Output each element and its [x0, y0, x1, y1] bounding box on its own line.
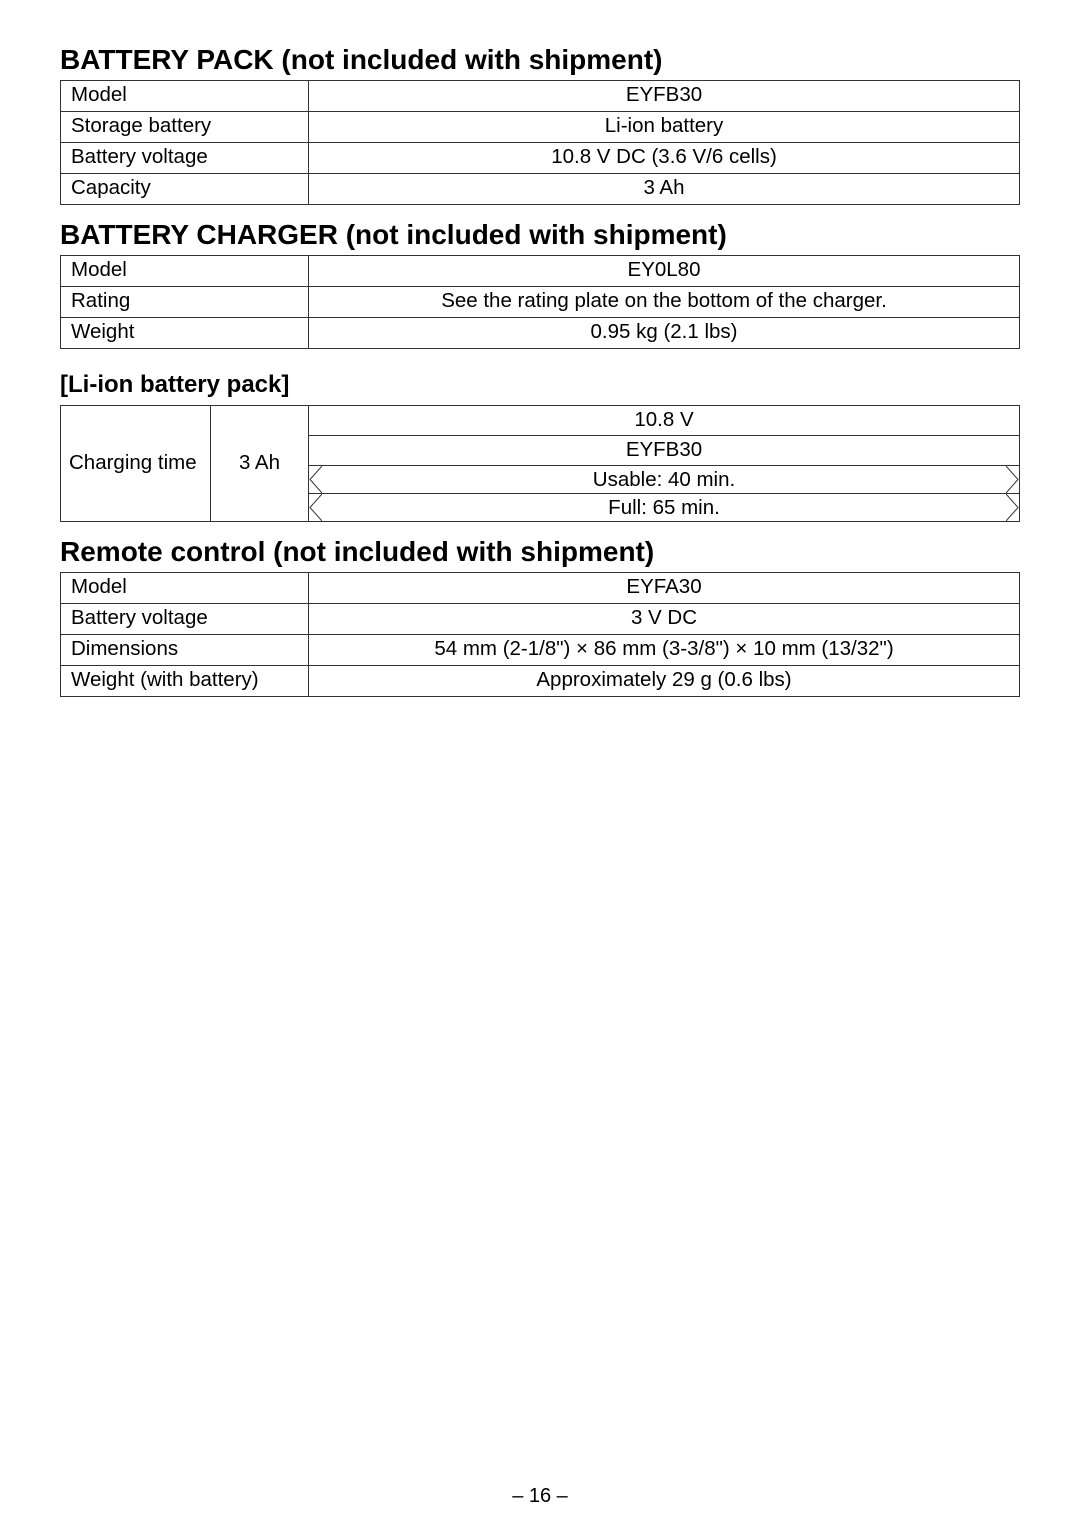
- page: BATTERY PACK (not included with shipment…: [0, 0, 1080, 1532]
- table-row: Charging time 3 Ah 10.8 V: [61, 406, 1020, 436]
- table-row: Weight 0.95 kg (2.1 lbs): [61, 318, 1020, 349]
- cell-label: Charging time: [61, 406, 211, 522]
- cell-label: Capacity: [61, 174, 309, 205]
- cell-value: EYFB30: [309, 81, 1020, 112]
- cell-voltage: 10.8 V: [309, 406, 1020, 436]
- cell-value: 0.95 kg (2.1 lbs): [309, 318, 1020, 349]
- table-row: Weight (with battery) Approximately 29 g…: [61, 666, 1020, 697]
- cell-label: Weight (with battery): [61, 666, 309, 697]
- cell-value: 10.8 V DC (3.6 V/6 cells): [309, 143, 1020, 174]
- table-charging-time: Charging time 3 Ah 10.8 V EYFB30 Usable:…: [60, 405, 1020, 522]
- cell-label: Weight: [61, 318, 309, 349]
- cell-value: Approximately 29 g (0.6 lbs): [309, 666, 1020, 697]
- table-row: Model EYFB30: [61, 81, 1020, 112]
- cell-value: 3 V DC: [309, 604, 1020, 635]
- cell-full-text: Full: 65 min.: [608, 496, 720, 519]
- table-battery-pack: Model EYFB30 Storage battery Li-ion batt…: [60, 80, 1020, 205]
- cell-usable-text: Usable: 40 min.: [593, 468, 735, 491]
- table-row: Rating See the rating plate on the botto…: [61, 287, 1020, 318]
- table-row: Battery voltage 10.8 V DC (3.6 V/6 cells…: [61, 143, 1020, 174]
- cell-label: Rating: [61, 287, 309, 318]
- cell-value: EY0L80: [309, 256, 1020, 287]
- table-row: Model EY0L80: [61, 256, 1020, 287]
- heading-liion: [Li-ion battery pack]: [60, 371, 1020, 399]
- cell-value: 3 Ah: [309, 174, 1020, 205]
- cell-label: Battery voltage: [61, 143, 309, 174]
- cell-value: EYFA30: [309, 573, 1020, 604]
- cell-label: Dimensions: [61, 635, 309, 666]
- hex-notch-left-icon: [308, 494, 322, 521]
- hex-notch-right-icon: [1006, 494, 1020, 521]
- cell-capacity: 3 Ah: [211, 406, 309, 522]
- cell-label: Model: [61, 573, 309, 604]
- cell-label: Model: [61, 256, 309, 287]
- cell-value: Li-ion battery: [309, 112, 1020, 143]
- cell-usable: Usable: 40 min.: [309, 466, 1020, 494]
- table-row: Storage battery Li-ion battery: [61, 112, 1020, 143]
- table-row: Dimensions 54 mm (2-1/8") × 86 mm (3-3/8…: [61, 635, 1020, 666]
- cell-full: Full: 65 min.: [309, 494, 1020, 522]
- cell-label: Battery voltage: [61, 604, 309, 635]
- hex-notch-right-icon: [1006, 466, 1020, 493]
- cell-label: Model: [61, 81, 309, 112]
- cell-value: See the rating plate on the bottom of th…: [309, 287, 1020, 318]
- hex-notch-left-icon: [308, 466, 322, 493]
- table-battery-charger: Model EY0L80 Rating See the rating plate…: [60, 255, 1020, 349]
- table-row: Capacity 3 Ah: [61, 174, 1020, 205]
- heading-battery-pack: BATTERY PACK (not included with shipment…: [60, 44, 1020, 76]
- cell-value: 54 mm (2-1/8") × 86 mm (3-3/8") × 10 mm …: [309, 635, 1020, 666]
- heading-battery-charger: BATTERY CHARGER (not included with shipm…: [60, 219, 1020, 251]
- table-row: Battery voltage 3 V DC: [61, 604, 1020, 635]
- cell-label: Storage battery: [61, 112, 309, 143]
- heading-remote-control: Remote control (not included with shipme…: [60, 536, 1020, 568]
- cell-model: EYFB30: [309, 436, 1020, 466]
- page-number: – 16 –: [0, 1485, 1080, 1508]
- table-row: Model EYFA30: [61, 573, 1020, 604]
- table-remote-control: Model EYFA30 Battery voltage 3 V DC Dime…: [60, 572, 1020, 697]
